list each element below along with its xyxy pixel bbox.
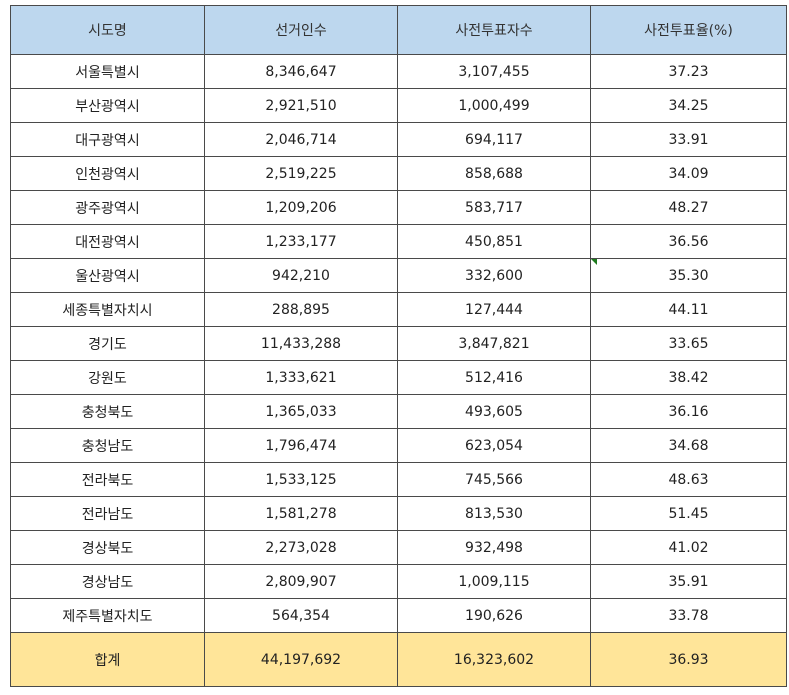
cell-electorate[interactable]: 2,519,225 (204, 156, 398, 191)
header-row: 시도명 선거인수 사전투표자수 사전투표율(%) (10, 5, 787, 55)
cell-region[interactable]: 제주특별자치도 (10, 598, 205, 633)
table-row: 충청남도 1,796,474 623,054 34.68 (10, 428, 787, 463)
cell-early-turnout[interactable]: 34.09 (590, 156, 787, 191)
cell-early-voters[interactable]: 450,851 (397, 224, 591, 259)
table-row: 서울특별시 8,346,647 3,107,455 37.23 (10, 54, 787, 89)
cell-early-turnout[interactable]: 35.91 (590, 564, 787, 599)
table-row: 충청북도 1,365,033 493,605 36.16 (10, 394, 787, 429)
cell-early-voters[interactable]: 190,626 (397, 598, 591, 633)
cell-early-turnout[interactable]: 34.25 (590, 88, 787, 123)
cell-electorate[interactable]: 2,046,714 (204, 122, 398, 157)
cell-region[interactable]: 대전광역시 (10, 224, 205, 259)
table-row: 경상남도 2,809,907 1,009,115 35.91 (10, 564, 787, 599)
cell-electorate[interactable]: 1,333,621 (204, 360, 398, 395)
cell-region[interactable]: 대구광역시 (10, 122, 205, 157)
cell-electorate[interactable]: 288,895 (204, 292, 398, 327)
cell-electorate[interactable]: 1,209,206 (204, 190, 398, 225)
cell-early-turnout[interactable]: 33.65 (590, 326, 787, 361)
cell-early-voters[interactable]: 745,566 (397, 462, 591, 497)
cell-early-voters[interactable]: 858,688 (397, 156, 591, 191)
cell-region[interactable]: 충청북도 (10, 394, 205, 429)
cell-early-voters[interactable]: 332,600 (397, 258, 591, 293)
cell-early-turnout[interactable]: 36.56 (590, 224, 787, 259)
total-early-turnout[interactable]: 36.93 (590, 632, 787, 687)
cell-electorate[interactable]: 1,581,278 (204, 496, 398, 531)
cell-electorate[interactable]: 2,809,907 (204, 564, 398, 599)
cell-early-turnout[interactable]: 35.30 (590, 258, 787, 293)
cell-early-turnout[interactable]: 48.63 (590, 462, 787, 497)
table-row: 전라남도 1,581,278 813,530 51.45 (10, 496, 787, 531)
cell-comment-marker-icon (591, 259, 597, 265)
cell-early-voters[interactable]: 813,530 (397, 496, 591, 531)
cell-region[interactable]: 광주광역시 (10, 190, 205, 225)
cell-electorate[interactable]: 8,346,647 (204, 54, 398, 89)
cell-early-turnout[interactable]: 37.23 (590, 54, 787, 89)
cell-electorate[interactable]: 1,365,033 (204, 394, 398, 429)
spreadsheet-table-container: 시도명 선거인수 사전투표자수 사전투표율(%) 서울특별시 8,346,647… (10, 5, 787, 687)
table-row: 강원도 1,333,621 512,416 38.42 (10, 360, 787, 395)
total-early-voters[interactable]: 16,323,602 (397, 632, 591, 687)
cell-early-voters[interactable]: 127,444 (397, 292, 591, 327)
cell-region[interactable]: 경기도 (10, 326, 205, 361)
table-row: 경기도 11,433,288 3,847,821 33.65 (10, 326, 787, 361)
table-row: 대전광역시 1,233,177 450,851 36.56 (10, 224, 787, 259)
cell-region[interactable]: 경상북도 (10, 530, 205, 565)
cell-region[interactable]: 세종특별자치시 (10, 292, 205, 327)
cell-early-voters[interactable]: 1,009,115 (397, 564, 591, 599)
cell-region[interactable]: 부산광역시 (10, 88, 205, 123)
cell-region[interactable]: 강원도 (10, 360, 205, 395)
cell-early-turnout[interactable]: 51.45 (590, 496, 787, 531)
cell-region[interactable]: 전라남도 (10, 496, 205, 531)
cell-electorate[interactable]: 942,210 (204, 258, 398, 293)
cell-region[interactable]: 서울특별시 (10, 54, 205, 89)
total-label[interactable]: 합계 (10, 632, 205, 687)
cell-early-voters[interactable]: 1,000,499 (397, 88, 591, 123)
cell-early-turnout[interactable]: 44.11 (590, 292, 787, 327)
table-row: 인천광역시 2,519,225 858,688 34.09 (10, 156, 787, 191)
table-row: 제주특별자치도 564,354 190,626 33.78 (10, 598, 787, 633)
cell-early-turnout[interactable]: 36.16 (590, 394, 787, 429)
cell-early-voters[interactable]: 3,847,821 (397, 326, 591, 361)
table-row: 울산광역시 942,210 332,600 35.30 (10, 258, 787, 293)
cell-early-turnout[interactable]: 33.91 (590, 122, 787, 157)
cell-electorate[interactable]: 1,533,125 (204, 462, 398, 497)
header-early-voters[interactable]: 사전투표자수 (397, 5, 591, 55)
cell-early-voters[interactable]: 493,605 (397, 394, 591, 429)
cell-early-turnout[interactable]: 34.68 (590, 428, 787, 463)
cell-electorate[interactable]: 11,433,288 (204, 326, 398, 361)
cell-electorate[interactable]: 1,233,177 (204, 224, 398, 259)
header-early-turnout[interactable]: 사전투표율(%) (590, 5, 787, 55)
cell-early-turnout[interactable]: 33.78 (590, 598, 787, 633)
cell-early-voters[interactable]: 623,054 (397, 428, 591, 463)
cell-electorate[interactable]: 1,796,474 (204, 428, 398, 463)
cell-early-voters[interactable]: 932,498 (397, 530, 591, 565)
cell-early-voters[interactable]: 512,416 (397, 360, 591, 395)
table-row: 부산광역시 2,921,510 1,000,499 34.25 (10, 88, 787, 123)
table-row: 전라북도 1,533,125 745,566 48.63 (10, 462, 787, 497)
cell-electorate[interactable]: 564,354 (204, 598, 398, 633)
header-region[interactable]: 시도명 (10, 5, 205, 55)
table-row: 광주광역시 1,209,206 583,717 48.27 (10, 190, 787, 225)
cell-electorate[interactable]: 2,273,028 (204, 530, 398, 565)
cell-region[interactable]: 충청남도 (10, 428, 205, 463)
cell-early-voters[interactable]: 3,107,455 (397, 54, 591, 89)
cell-region[interactable]: 인천광역시 (10, 156, 205, 191)
cell-early-turnout[interactable]: 41.02 (590, 530, 787, 565)
table-row: 세종특별자치시 288,895 127,444 44.11 (10, 292, 787, 327)
table-row: 경상북도 2,273,028 932,498 41.02 (10, 530, 787, 565)
cell-early-voters[interactable]: 694,117 (397, 122, 591, 157)
cell-region[interactable]: 경상남도 (10, 564, 205, 599)
early-voting-table: 시도명 선거인수 사전투표자수 사전투표율(%) 서울특별시 8,346,647… (10, 5, 787, 687)
cell-region[interactable]: 울산광역시 (10, 258, 205, 293)
total-electorate[interactable]: 44,197,692 (204, 632, 398, 687)
cell-electorate[interactable]: 2,921,510 (204, 88, 398, 123)
cell-early-turnout[interactable]: 38.42 (590, 360, 787, 395)
table-row: 대구광역시 2,046,714 694,117 33.91 (10, 122, 787, 157)
total-row: 합계 44,197,692 16,323,602 36.93 (10, 632, 787, 687)
cell-early-turnout[interactable]: 48.27 (590, 190, 787, 225)
cell-early-voters[interactable]: 583,717 (397, 190, 591, 225)
header-electorate[interactable]: 선거인수 (204, 5, 398, 55)
cell-region[interactable]: 전라북도 (10, 462, 205, 497)
